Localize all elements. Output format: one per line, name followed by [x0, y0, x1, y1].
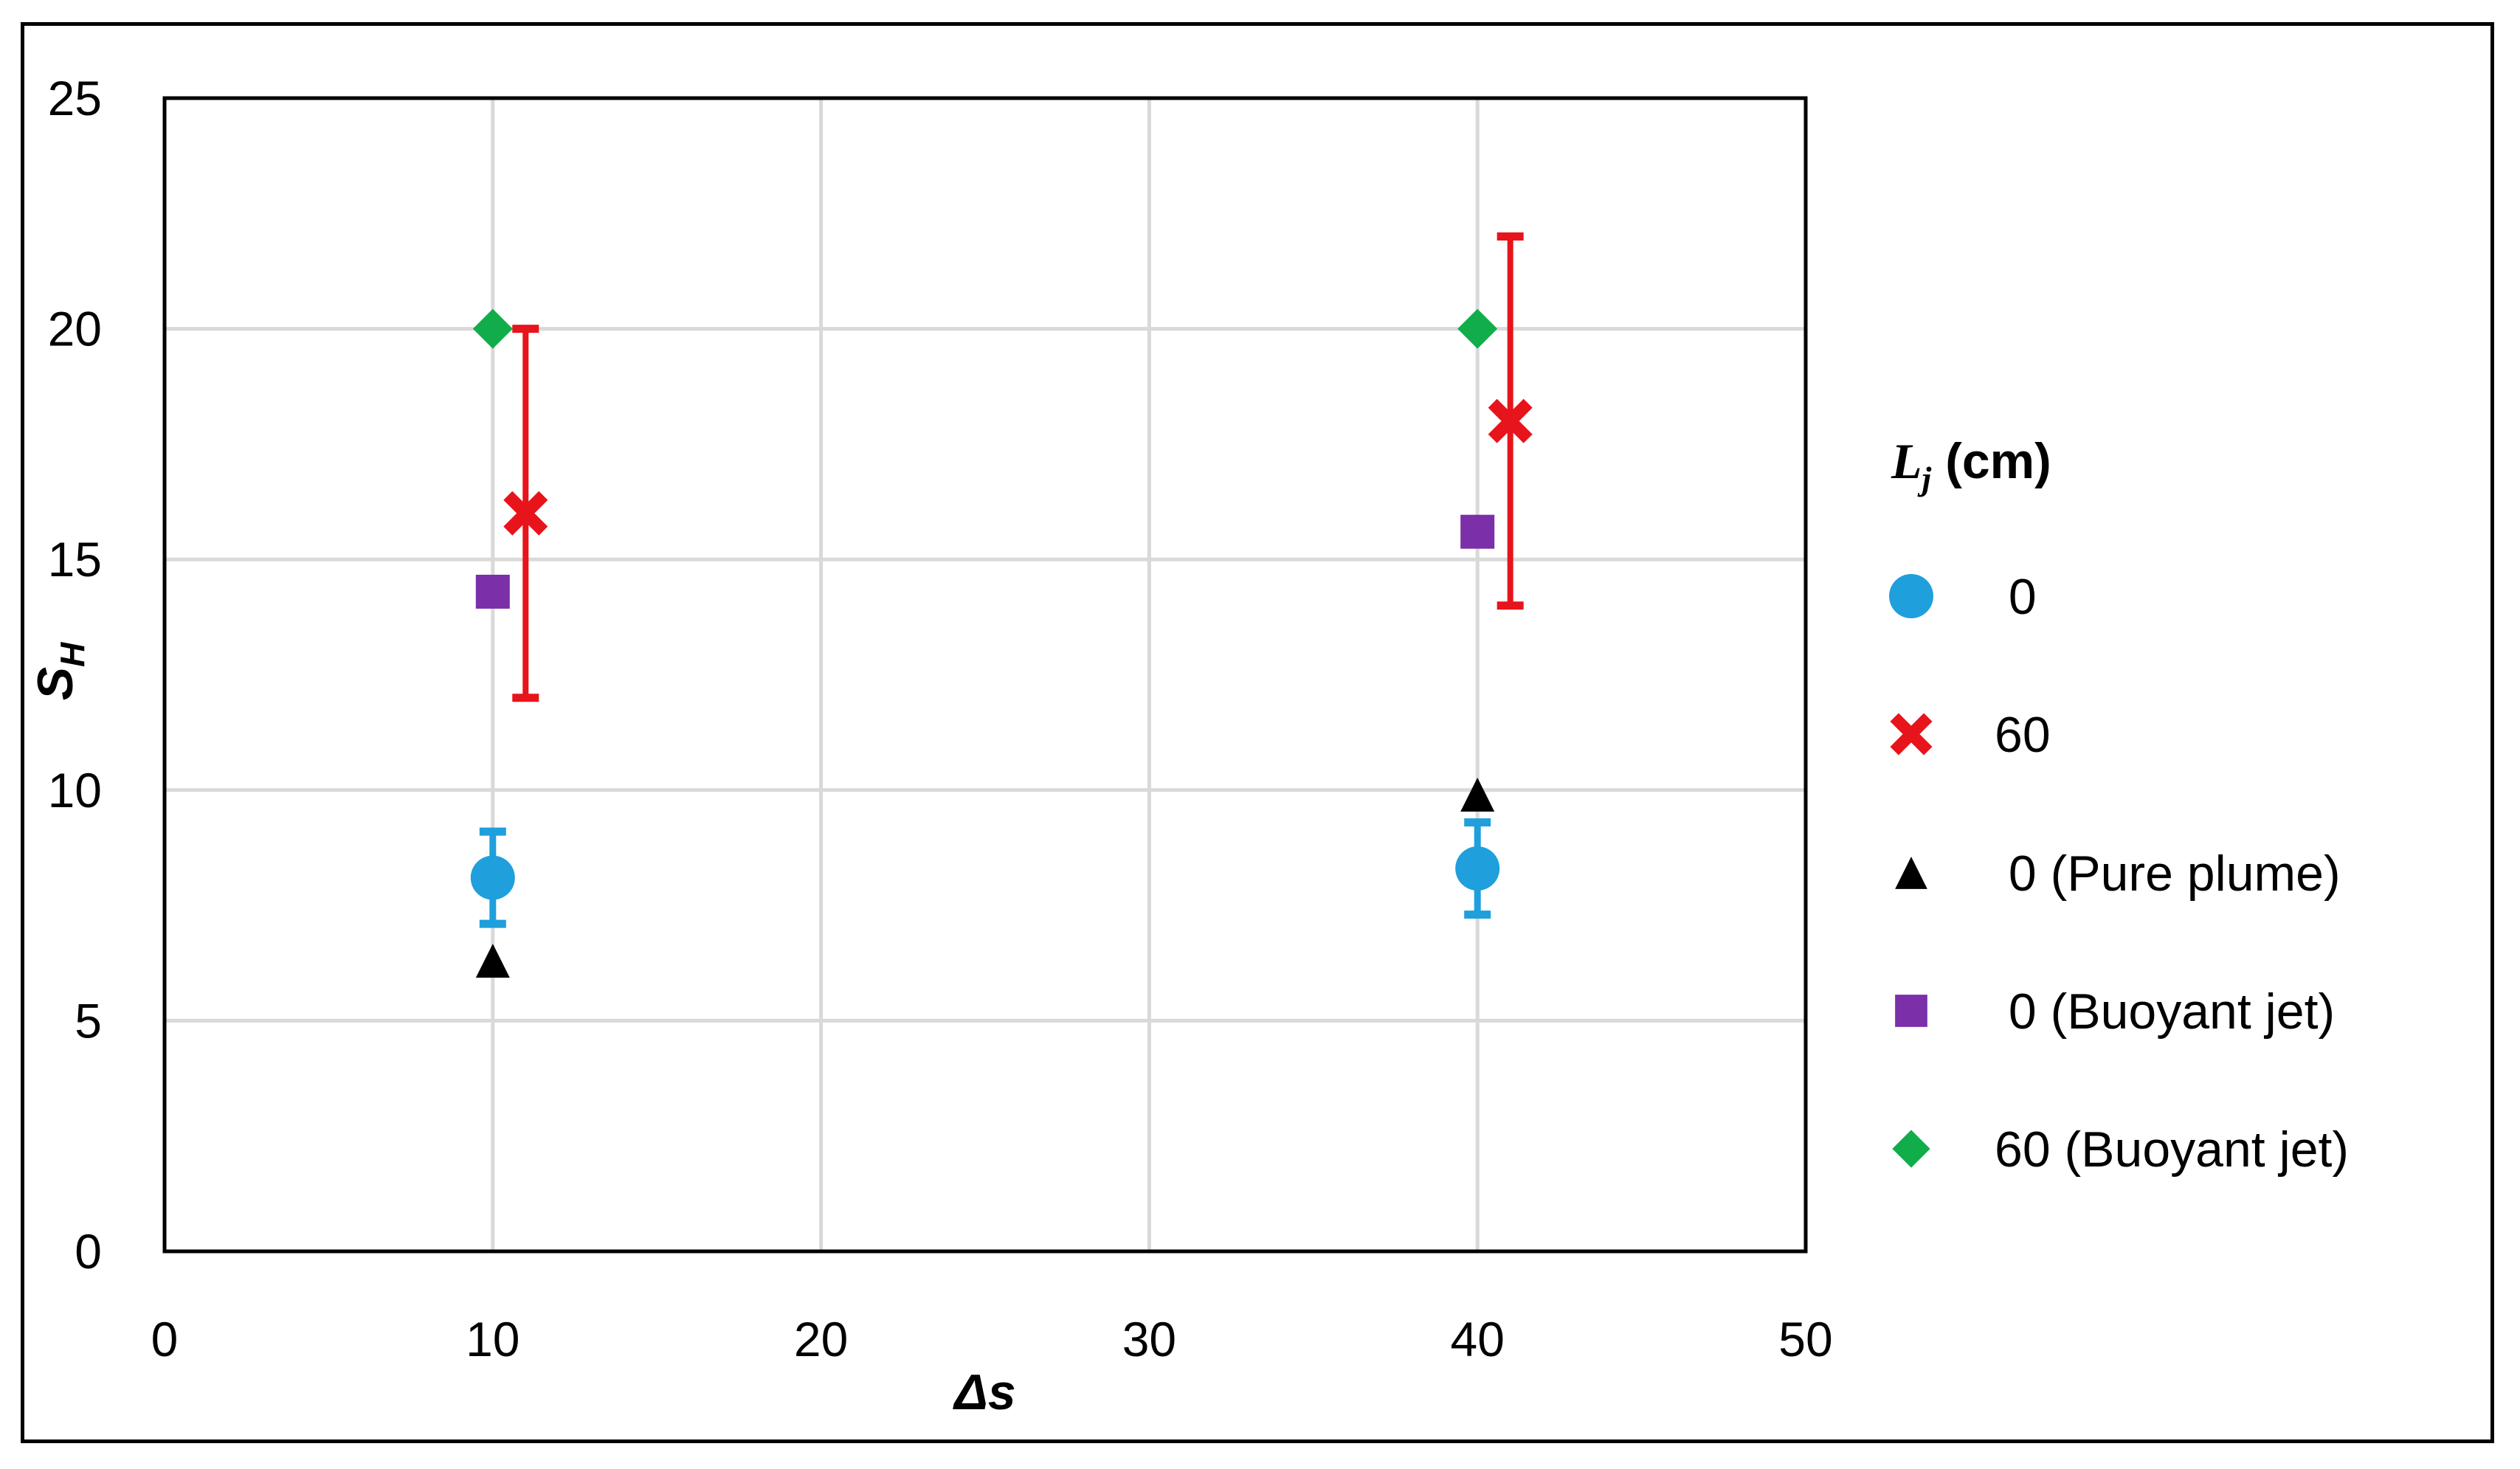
legend-marker-2 — [1895, 857, 1927, 889]
marker-triangle-2-0 — [475, 944, 510, 978]
y-tick-label-15: 15 — [48, 532, 102, 587]
x-tick-label-50: 50 — [1778, 1312, 1832, 1366]
legend-entries: 0 60 0 (Pure plume) 0 (Buoyant jet) 60 (Bu… — [1889, 569, 2349, 1178]
marker-x-1-0 — [503, 491, 548, 536]
legend-marker-3 — [1895, 995, 1927, 1027]
legend-title-unit: (cm) — [1931, 433, 2051, 489]
legend-title: Lj (cm) — [1891, 433, 2051, 497]
legend-label-1: 60 — [1995, 707, 2051, 763]
figure-frame — [21, 22, 2494, 1443]
legend-marker-0 — [1889, 574, 1933, 618]
legend-label-4: 60 (Buoyant jet) — [1995, 1121, 2349, 1178]
marker-x-1-1 — [1488, 398, 1533, 443]
marker-circle-0-0 — [470, 855, 515, 900]
x-tick-label-10: 10 — [466, 1312, 519, 1366]
y-tick-label-0: 0 — [75, 1224, 102, 1279]
marker-diamond-4-1 — [1457, 308, 1498, 349]
x-tick-label-20: 20 — [794, 1312, 848, 1366]
y-axis-label-main: S — [27, 667, 83, 700]
tick-labels: 0 10 20 30 40 50 0 5 10 15 20 25 — [48, 71, 1833, 1366]
y-axis-label-subscript: H — [53, 642, 92, 667]
x-tick-label-0: 0 — [151, 1312, 179, 1366]
legend-label-3: 0 (Buoyant jet) — [1995, 984, 2335, 1040]
legend-marker-4 — [1892, 1130, 1930, 1168]
marker-circle-0-1 — [1455, 846, 1500, 891]
x-axis-label: Δs — [952, 1364, 1015, 1420]
error-bars — [479, 232, 1524, 928]
marker-square-3-0 — [475, 574, 510, 609]
marker-triangle-2-1 — [1460, 778, 1495, 812]
legend-title-main: L — [1891, 433, 1922, 489]
gridlines — [165, 98, 1806, 1251]
y-axis-label: SH — [27, 642, 92, 700]
marker-diamond-4-0 — [472, 308, 513, 349]
legend-marker-1 — [1890, 713, 1933, 756]
x-tick-label-30: 30 — [1122, 1312, 1176, 1366]
data-markers — [470, 308, 1533, 978]
x-tick-label-40: 40 — [1450, 1312, 1504, 1366]
y-tick-label-20: 20 — [48, 302, 102, 356]
y-tick-label-5: 5 — [75, 993, 102, 1048]
y-tick-label-10: 10 — [48, 763, 102, 818]
marker-square-3-1 — [1460, 514, 1495, 549]
plot-area — [162, 96, 1808, 1254]
y-tick-label-25: 25 — [48, 71, 102, 125]
legend-label-0: 0 — [1995, 569, 2037, 625]
legend-label-2: 0 (Pure plume) — [1995, 846, 2341, 902]
legend: Lj (cm) 0 60 0 (Pure plume) 0 (Buoyant je… — [1889, 433, 2349, 1178]
